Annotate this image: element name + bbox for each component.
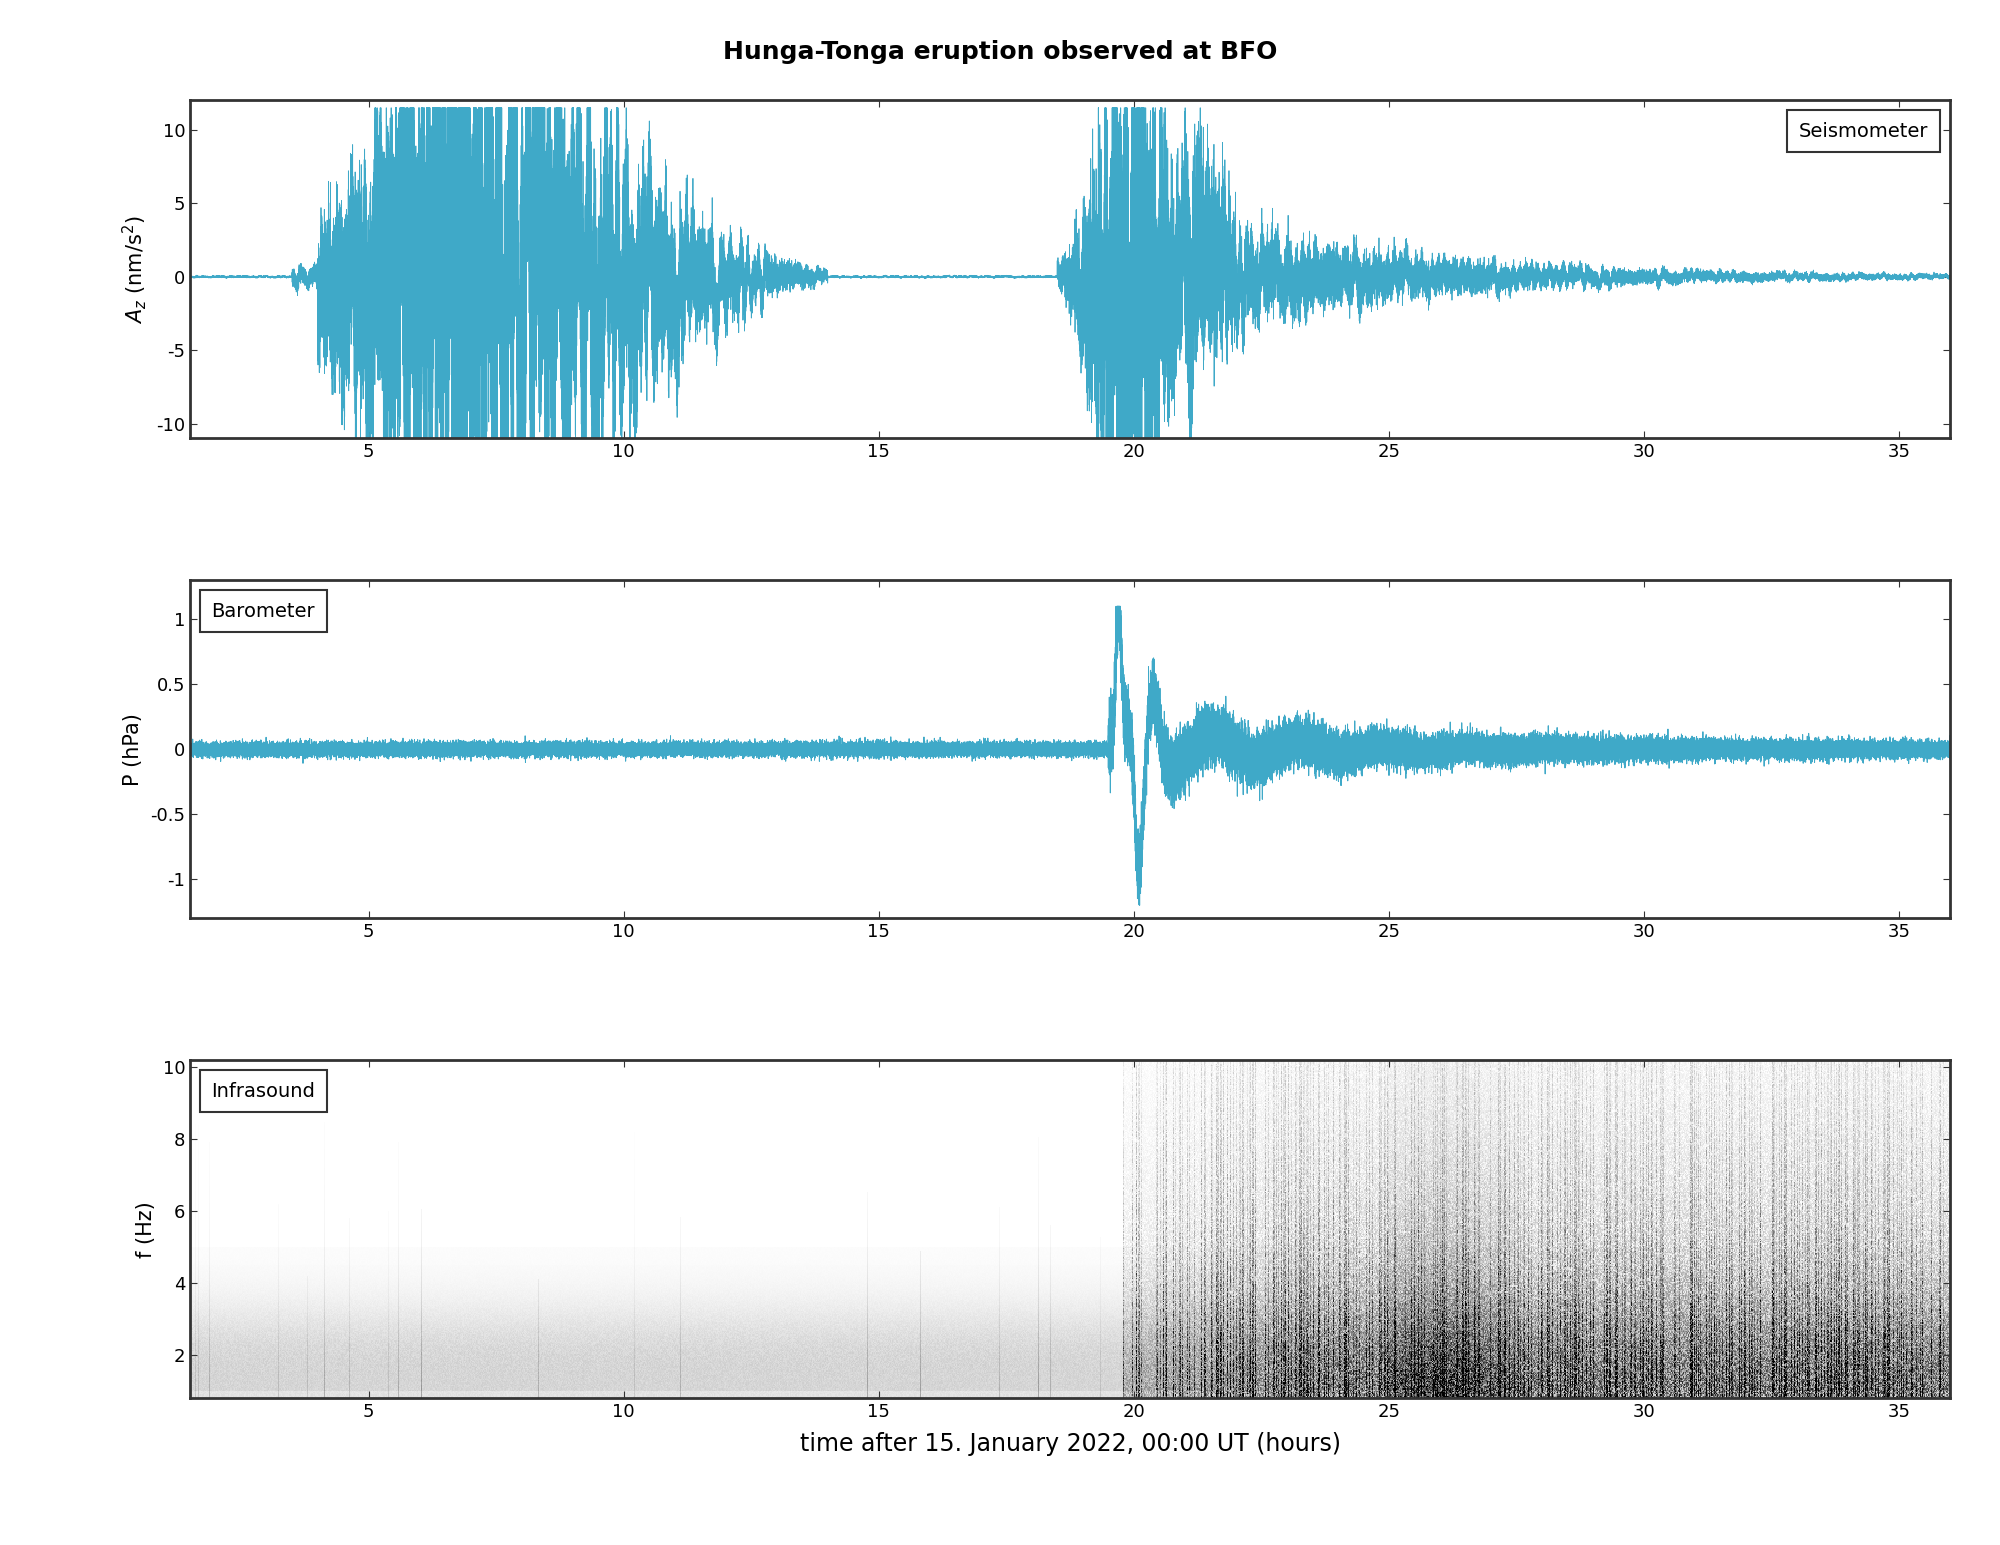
Y-axis label: $A_z$ (nm/s$^2$): $A_z$ (nm/s$^2$) — [120, 215, 150, 323]
Text: Hunga-Tonga eruption observed at BFO: Hunga-Tonga eruption observed at BFO — [722, 40, 1278, 65]
Legend: Seismometer: Seismometer — [1788, 110, 1940, 153]
Y-axis label: f (Hz): f (Hz) — [136, 1200, 156, 1258]
X-axis label: time after 15. January 2022, 00:00 UT (hours): time after 15. January 2022, 00:00 UT (h… — [800, 1432, 1340, 1457]
Legend: Barometer: Barometer — [200, 590, 326, 632]
Y-axis label: P (hPa): P (hPa) — [124, 712, 144, 786]
Legend: Infrasound: Infrasound — [200, 1071, 326, 1112]
